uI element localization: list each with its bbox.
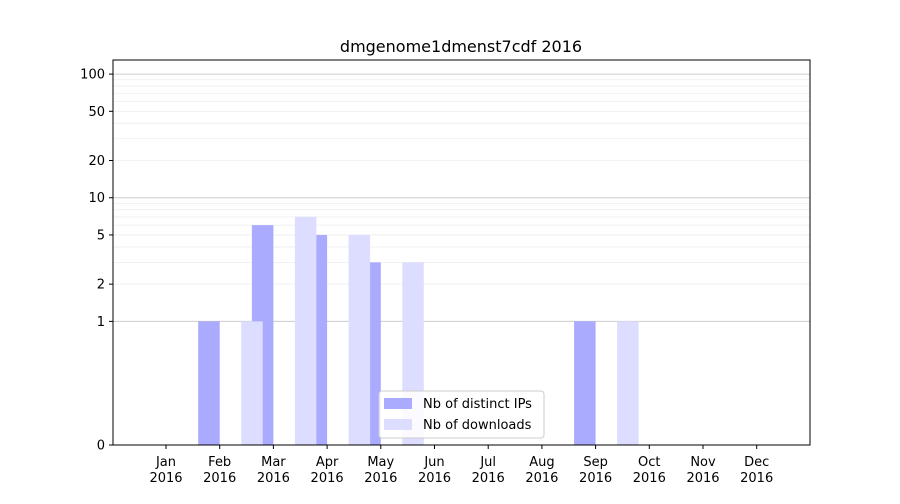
x-axis: Jan 2016 Feb 2016 Mar 2016 Apr 2016 May 2016 Jun 20… <box>149 445 773 486</box>
x-tick-label: Feb 2016 <box>203 455 236 486</box>
y-tick-label: 20 <box>88 154 105 169</box>
legend-box <box>378 390 545 439</box>
legend-swatch <box>384 419 412 430</box>
x-tick-label: Apr 2016 <box>311 455 344 486</box>
x-tick-label: Aug 2016 <box>525 455 558 486</box>
legend-label: Nb of distinct IPs <box>423 397 532 412</box>
y-tick-label: 0 <box>97 439 105 454</box>
bar-downloads <box>617 321 639 445</box>
x-tick-label: Jul 2016 <box>472 455 505 486</box>
bar-downloads <box>348 234 371 445</box>
y-tick-label: 1 <box>97 315 105 330</box>
bar-distinct-ips <box>574 321 596 445</box>
chart-title: dmgenome1dmenst7cdf 2016 <box>340 37 582 56</box>
legend: Nb of distinct IPs Nb of downloads <box>378 390 545 439</box>
y-tick-label: 5 <box>97 228 105 243</box>
y-tick-label: 10 <box>88 191 105 206</box>
plot-frame <box>112 59 811 446</box>
y-tick-label: 100 <box>80 68 105 83</box>
bar-downloads <box>241 321 263 445</box>
y-axis: 0 1 2 5 10 20 50 100 <box>80 68 113 454</box>
y-tick-label: 50 <box>88 105 105 120</box>
x-tick-label: May 2016 <box>364 455 397 486</box>
legend-label: Nb of downloads <box>423 418 532 433</box>
x-tick-label: Oct 2016 <box>633 455 666 486</box>
bar-downloads <box>294 216 317 445</box>
x-tick-label: Nov 2016 <box>686 455 719 486</box>
x-tick-label: Jun 2016 <box>418 455 451 486</box>
x-tick-label: Mar 2016 <box>257 455 290 486</box>
legend-swatch <box>384 398 412 409</box>
x-tick-label: Dec 2016 <box>740 455 773 486</box>
bar-distinct-ips <box>198 321 220 445</box>
y-tick-label: 2 <box>97 278 105 293</box>
grid-lines <box>113 73 810 322</box>
x-tick-label: Sep 2016 <box>579 455 612 486</box>
x-tick-label: Jan 2016 <box>149 455 182 486</box>
